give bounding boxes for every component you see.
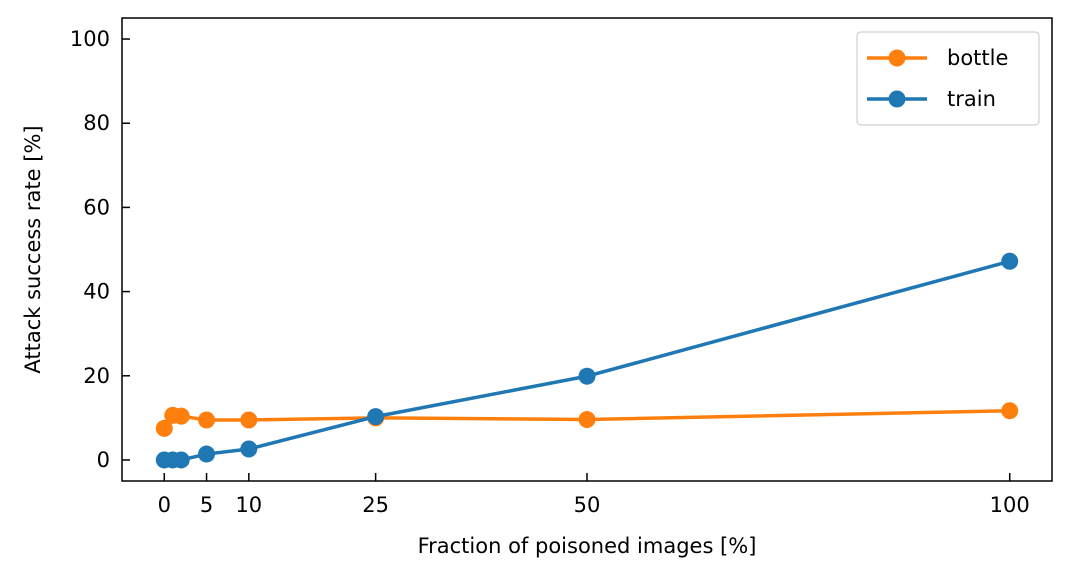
x-tick-label: 10 [235,493,262,517]
data-point-train [198,445,216,463]
data-point-bottle [578,411,596,429]
data-point-bottle [172,407,190,425]
series-bottle [155,402,1019,437]
legend-label: train [947,87,996,111]
x-tick-label: 100 [990,493,1030,517]
x-tick-label: 0 [158,493,171,517]
series-layer [155,252,1019,469]
legend: bottle train [856,31,1040,126]
y-tick-label: 0 [97,448,110,472]
y-tick-label: 20 [83,364,110,388]
data-point-bottle [198,411,216,429]
x-axis: 0 5 10 25 50 100 [158,473,1030,517]
y-tick-label: 80 [83,111,110,135]
data-point-train [1001,252,1019,270]
data-point-bottle [1001,402,1019,420]
data-point-train [367,408,385,426]
y-axis-label: Attack success rate [%] [21,125,45,373]
legend-label: bottle [947,46,1008,70]
y-tick-label: 60 [83,195,110,219]
y-tick-label: 100 [70,27,110,51]
y-axis: 0 20 40 60 80 100 [70,27,130,472]
data-point-train [172,451,190,469]
data-point-train [240,440,258,458]
series-train [155,252,1019,469]
data-point-train [578,367,596,385]
data-point-bottle [240,411,258,429]
y-tick-label: 40 [83,280,110,304]
legend-item-train: train [867,87,996,111]
x-tick-label: 5 [200,493,213,517]
x-tick-label: 50 [574,493,601,517]
series-line-train [164,259,1011,462]
legend-marker [888,90,906,108]
data-point-bottle [155,419,173,437]
legend-item-bottle: bottle [867,46,1008,70]
x-tick-label: 25 [362,493,389,517]
legend-marker [888,49,906,67]
x-axis-label: Fraction of poisoned images [%] [418,534,757,558]
